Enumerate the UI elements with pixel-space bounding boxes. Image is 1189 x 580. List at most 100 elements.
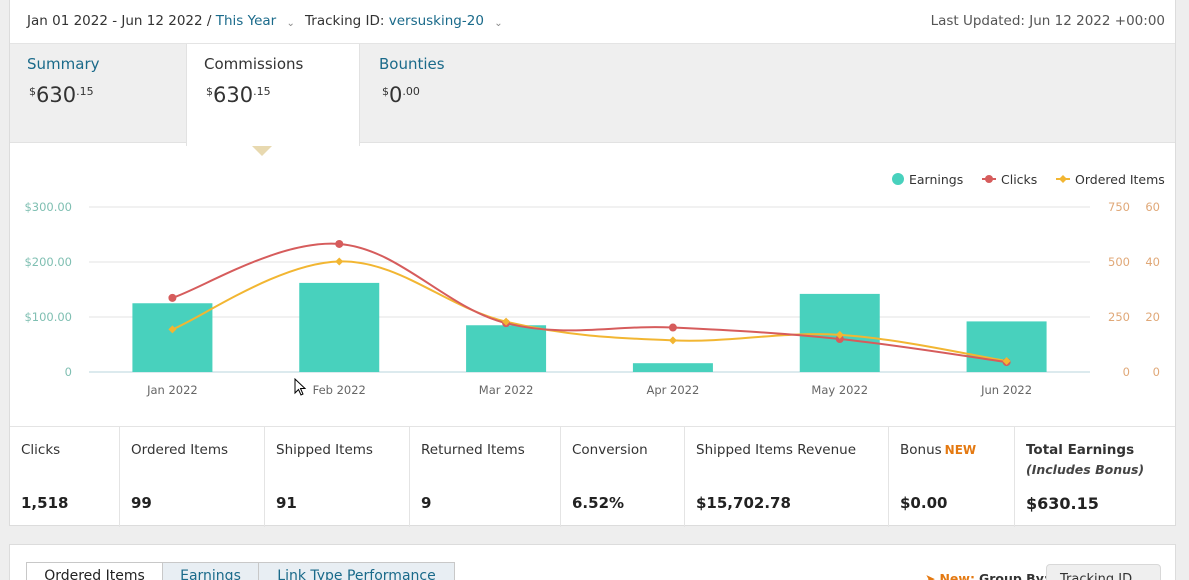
y-right1-tick-label: 0 bbox=[1123, 365, 1130, 379]
stat-value: 91 bbox=[276, 494, 297, 512]
report-card: Jan 01 2022 - Jun 12 2022 / This Year ⌄ … bbox=[9, 0, 1177, 527]
stat-value: 9 bbox=[421, 494, 432, 512]
stat-value: $15,702.78 bbox=[696, 494, 791, 512]
stat-value: $630.15 bbox=[1026, 494, 1099, 513]
stat-label: Ordered Items bbox=[131, 442, 228, 458]
y-left-tick-label: $100.00 bbox=[24, 310, 72, 324]
legend-earnings-marker bbox=[892, 173, 904, 185]
clicks-point bbox=[335, 239, 344, 248]
stat-value: 99 bbox=[131, 494, 152, 512]
stats-row: Clicks 1,518 Ordered Items 99 Shipped It… bbox=[10, 426, 1177, 527]
stat-bonus: Bonus NEW $0.00 bbox=[889, 427, 1015, 527]
ordered-items-point bbox=[502, 317, 511, 326]
report-header: Jan 01 2022 - Jun 12 2022 / This Year ⌄ … bbox=[10, 0, 1175, 44]
stat-label: Clicks bbox=[21, 442, 61, 458]
x-tick-label: May 2022 bbox=[811, 383, 868, 397]
y-right1-tick-label: 500 bbox=[1108, 255, 1130, 269]
group-by-label: ➤ New: Group By: bbox=[925, 571, 1049, 580]
stat-conversion: Conversion 6.52% bbox=[561, 427, 685, 527]
stat-total-earnings: Total Earnings (Includes Bonus) $630.15 bbox=[1015, 427, 1177, 527]
commissions-amount: $630.15 bbox=[206, 83, 271, 107]
group-by-select[interactable]: Tracking ID ⌄ bbox=[1046, 564, 1161, 580]
legend-ordered-items-marker bbox=[1059, 175, 1067, 183]
chevron-down-icon: ⌄ bbox=[286, 18, 295, 29]
stat-value: 6.52% bbox=[572, 494, 625, 512]
y-right2-tick-label: 60 bbox=[1145, 200, 1160, 214]
x-tick-label: Apr 2022 bbox=[647, 383, 700, 397]
legend-clicks-label: Clicks bbox=[1001, 172, 1037, 187]
tab-summary-label: Summary bbox=[27, 55, 100, 73]
tab-earnings[interactable]: Earnings bbox=[162, 562, 259, 580]
clicks-point bbox=[835, 335, 844, 343]
legend-ordered-items-label: Ordered Items bbox=[1075, 172, 1165, 187]
stat-label: Total Earnings (Includes Bonus) bbox=[1026, 442, 1145, 477]
tab-bounties-label: Bounties bbox=[379, 55, 445, 73]
stat-ordered-items: Ordered Items 99 bbox=[120, 427, 265, 527]
earnings-bar bbox=[299, 282, 380, 372]
y-right2-tick-label: 0 bbox=[1153, 365, 1160, 379]
tab-link-type-performance[interactable]: Link Type Performance bbox=[258, 562, 455, 580]
clicks-point bbox=[168, 293, 177, 302]
x-tick-label: Mar 2022 bbox=[479, 383, 534, 397]
earnings-bar bbox=[466, 325, 547, 372]
stat-shipped-items-revenue: Shipped Items Revenue $15,702.78 bbox=[685, 427, 889, 527]
bounties-amount: $0.00 bbox=[382, 83, 420, 107]
legend-clicks-marker bbox=[985, 175, 993, 183]
mouse-cursor-icon bbox=[294, 378, 307, 396]
tracking-id-label: Tracking ID: bbox=[305, 13, 385, 29]
stat-shipped-items: Shipped Items 91 bbox=[265, 427, 410, 527]
clicks-point bbox=[668, 323, 677, 332]
tab-summary[interactable]: Summary $630.15 bbox=[10, 44, 186, 143]
y-right2-tick-label: 20 bbox=[1145, 310, 1160, 324]
legend-earnings-label: Earnings bbox=[909, 172, 963, 187]
chevron-down-icon: ⌄ bbox=[494, 18, 503, 29]
summary-tabs: Summary $630.15 Commissions $630.15 Boun… bbox=[10, 44, 1175, 146]
active-tab-pointer bbox=[252, 146, 272, 156]
y-left-tick-label: $200.00 bbox=[24, 255, 72, 269]
stat-clicks: Clicks 1,518 bbox=[10, 427, 120, 527]
ordered-items-point bbox=[668, 336, 677, 345]
summary-amount: $630.15 bbox=[29, 83, 94, 107]
x-tick-label: Jun 2022 bbox=[980, 383, 1032, 397]
new-icon: ➤ bbox=[925, 571, 936, 580]
range-preset: This Year bbox=[215, 13, 277, 29]
y-right1-tick-label: 250 bbox=[1108, 310, 1130, 324]
chevron-down-icon: ⌄ bbox=[1142, 575, 1150, 580]
stat-label: Bonus NEW bbox=[900, 442, 977, 458]
y-right1-tick-label: 750 bbox=[1108, 200, 1130, 214]
ordered-items-point bbox=[1002, 357, 1011, 365]
tab-commissions-label: Commissions bbox=[204, 55, 304, 73]
stat-value: 1,518 bbox=[21, 494, 69, 512]
tracking-id-value: versusking-20 bbox=[388, 13, 484, 29]
last-updated-text: Last Updated: Jun 12 2022 +00:00 bbox=[930, 13, 1165, 29]
earnings-bar bbox=[132, 303, 213, 372]
y-left-tick-label: $300.00 bbox=[24, 200, 72, 214]
stat-returned-items: Returned Items 9 bbox=[410, 427, 561, 527]
stat-label: Shipped Items Revenue bbox=[696, 442, 857, 458]
stat-label: Conversion bbox=[572, 442, 648, 458]
tab-commissions[interactable]: Commissions $630.15 bbox=[186, 44, 360, 146]
date-range-text: Jan 01 2022 - Jun 12 2022 / bbox=[27, 13, 212, 29]
tracking-id-selector[interactable]: Tracking ID: versusking-20 ⌄ bbox=[305, 13, 503, 29]
group-by-value: Tracking ID bbox=[1060, 572, 1133, 580]
stat-label: Returned Items bbox=[421, 442, 525, 458]
x-tick-label: Feb 2022 bbox=[313, 383, 366, 397]
new-badge: NEW bbox=[944, 443, 977, 457]
y-right2-tick-label: 40 bbox=[1145, 255, 1160, 269]
ordered-items-point bbox=[168, 325, 177, 334]
ordered-items-point bbox=[835, 330, 844, 339]
x-tick-label: Jan 2022 bbox=[146, 383, 198, 397]
ordered-items-point bbox=[335, 257, 344, 266]
y-left-tick-label: 0 bbox=[65, 365, 72, 379]
clicks-line bbox=[172, 242, 1007, 364]
stat-sublabel: (Includes Bonus) bbox=[1026, 462, 1145, 477]
tab-bounties[interactable]: Bounties $0.00 bbox=[360, 44, 536, 143]
stat-value: $0.00 bbox=[900, 494, 948, 512]
date-range-selector[interactable]: Jan 01 2022 - Jun 12 2022 / This Year ⌄ bbox=[27, 13, 295, 29]
stat-label: Shipped Items bbox=[276, 442, 373, 458]
tab-ordered-items[interactable]: Ordered Items bbox=[26, 562, 163, 580]
earnings-chart: $300.00 750 60 $200.00 500 40 $100.00 250 20 0 0 0 J… bbox=[24, 172, 1165, 397]
earnings-bar bbox=[632, 363, 713, 372]
detail-report-card: Ordered Items Earnings Link Type Perform… bbox=[9, 544, 1176, 580]
ordered-items-line bbox=[172, 260, 1007, 362]
